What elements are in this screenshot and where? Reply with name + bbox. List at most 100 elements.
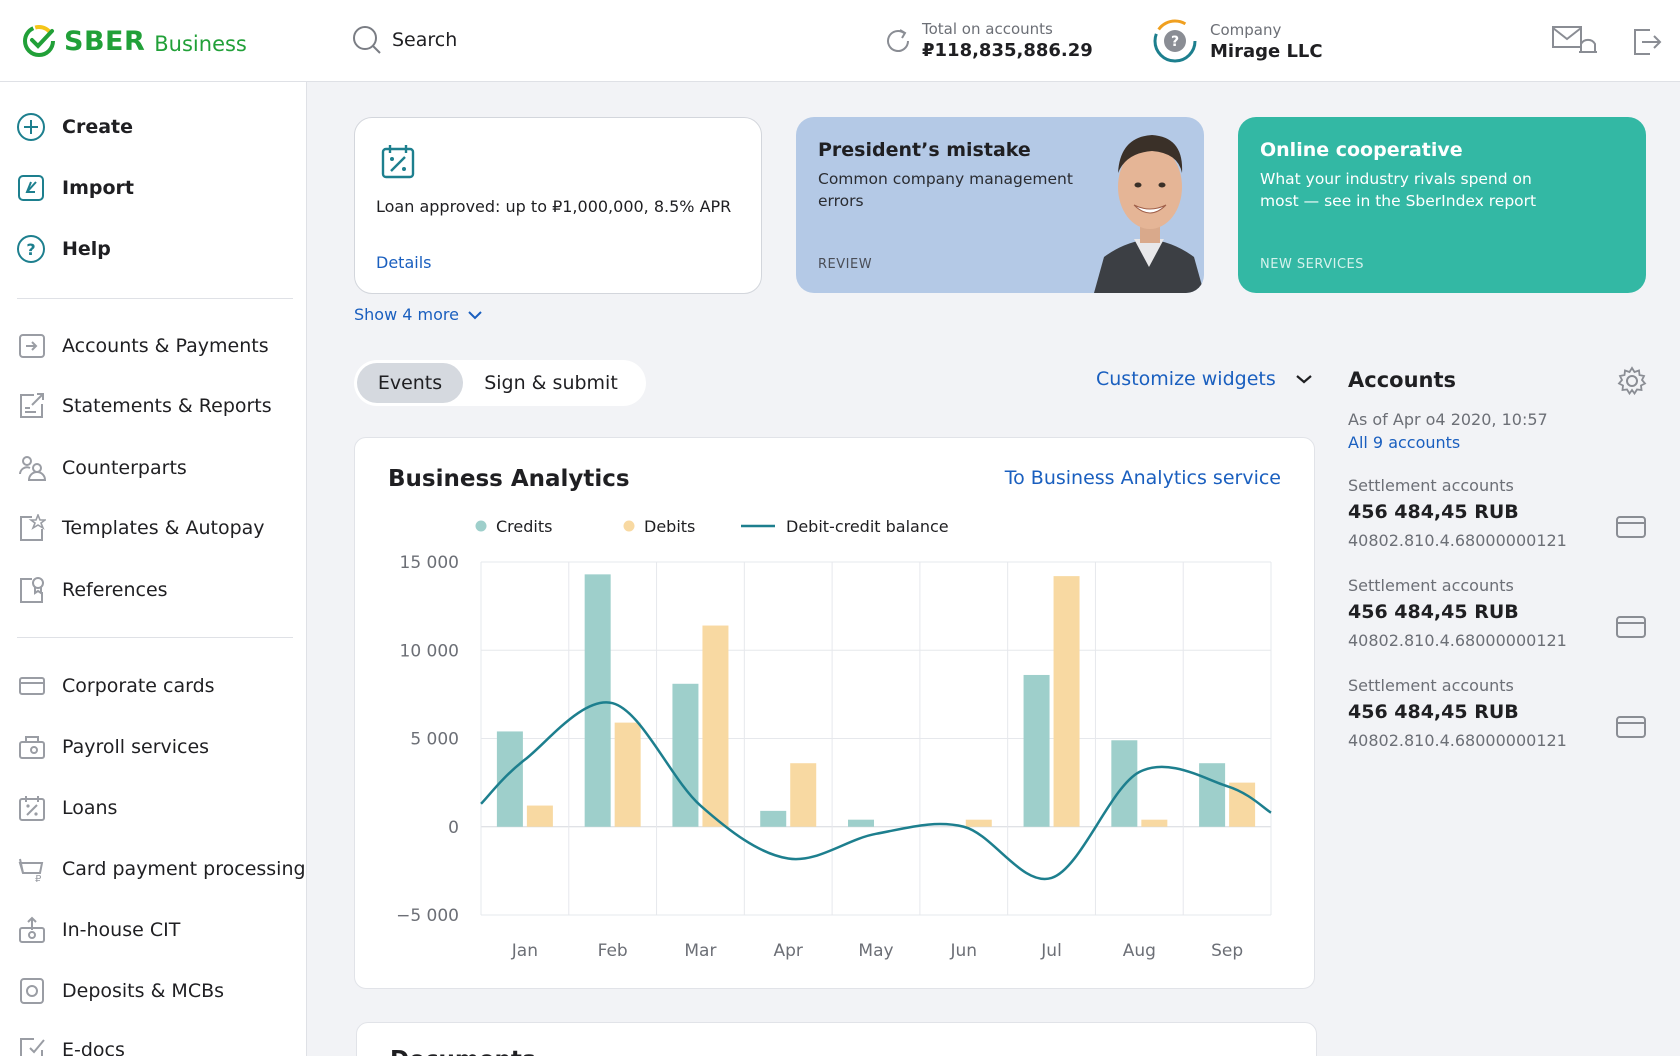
coop-subtitle: What your industry rivals spend on most … (1260, 170, 1537, 210)
review-tag: REVIEW (818, 257, 873, 272)
sidebar-item-label: In-house CIT (62, 919, 181, 941)
payroll-icon (19, 736, 45, 759)
total-on-accounts: Total on accounts ₽118,835,886.29 (882, 20, 1093, 61)
review-promo-card[interactable]: President’s mistake Common company manag… (796, 117, 1204, 293)
help-icon: ? (17, 235, 45, 263)
sidebar-item-label: Payroll services (62, 736, 210, 758)
tab-sign-submit[interactable]: Sign & submit (484, 372, 618, 394)
show-more-link[interactable]: Show 4 more (354, 305, 482, 324)
coop-tag: NEW SERVICES (1260, 257, 1364, 272)
x-tick-label: Apr (774, 941, 803, 961)
card-icon[interactable] (1616, 516, 1646, 538)
debits-bar (790, 763, 817, 827)
sidebar-item-label: Templates & Autopay (62, 517, 265, 539)
card-icon[interactable] (1616, 616, 1646, 638)
legend-debits-marker (623, 520, 635, 532)
company-selector[interactable]: ? Company Mirage LLC (1152, 18, 1323, 64)
search-field[interactable]: Search (352, 25, 457, 55)
account-item[interactable]: Settlement accounts 456 484,45 RUB 40802… (1348, 476, 1648, 566)
loan-offer-card: Loan approved: up to ₽1,000,000, 8.5% AP… (354, 117, 762, 294)
debits-bar (965, 819, 992, 827)
sidebar-item-import[interactable]: Import (16, 173, 134, 203)
legend-credits-label: Credits (496, 517, 552, 536)
x-tick-label: Aug (1123, 941, 1156, 961)
customize-widgets-label: Customize widgets (1096, 368, 1276, 390)
search-label: Search (392, 29, 458, 51)
coop-title: Online cooperative (1260, 139, 1463, 161)
sidebar-item-card-processing[interactable]: ₽ Card payment processing (18, 855, 306, 883)
loan-details-link[interactable]: Details (376, 253, 432, 272)
sidebar-item-e-docs[interactable]: E-docs (18, 1036, 125, 1056)
account-item[interactable]: Settlement accounts 456 484,45 RUB 40802… (1348, 576, 1648, 666)
company-name: Mirage LLC (1210, 40, 1323, 62)
sidebar-item-label: Create (62, 116, 133, 138)
gear-icon[interactable] (1617, 366, 1647, 396)
search-icon (353, 26, 381, 54)
edocs-icon (20, 1038, 45, 1056)
company-avatar-icon: ? (1153, 19, 1197, 63)
sidebar-item-payroll[interactable]: Payroll services (18, 733, 209, 761)
customize-widgets-button[interactable]: Customize widgets (1096, 368, 1312, 390)
account-item[interactable]: Settlement accounts 456 484,45 RUB 40802… (1348, 676, 1648, 766)
credits-bar (1199, 763, 1226, 827)
legend-debits-label: Debits (644, 517, 695, 536)
account-number: 40802.810.4.68000000121 (1348, 731, 1567, 750)
sidebar-item-label: Help (62, 238, 111, 260)
account-type: Settlement accounts (1348, 476, 1514, 495)
account-type: Settlement accounts (1348, 676, 1514, 695)
sidebar-item-label: Accounts & Payments (62, 335, 269, 357)
refresh-icon[interactable] (882, 25, 914, 57)
tab-events[interactable]: Events (357, 363, 463, 403)
sidebar-item-statements-reports[interactable]: Statements & Reports (18, 392, 272, 420)
sber-logo[interactable]: SBER Business (22, 24, 247, 58)
sidebar-item-corporate-cards[interactable]: Corporate cards (18, 672, 215, 700)
accounts-title: Accounts (1348, 368, 1457, 392)
y-tick-label: 0 (448, 818, 459, 838)
sidebar-item-references[interactable]: References (18, 576, 168, 604)
legend-balance-label: Debit-credit balance (786, 517, 949, 536)
sidebar-divider (17, 298, 293, 299)
accounts-icon (19, 334, 45, 358)
sidebar-divider (17, 637, 293, 638)
y-tick-label: 5 000 (410, 730, 459, 750)
sidebar-item-create[interactable]: Create (16, 112, 133, 142)
sidebar-item-loans[interactable]: Loans (18, 794, 117, 822)
card-icon[interactable] (1616, 716, 1646, 738)
debits-bar (1141, 819, 1168, 827)
cit-icon (19, 916, 45, 943)
sidebar-item-templates-autopay[interactable]: Templates & Autopay (18, 514, 265, 542)
references-icon (20, 577, 44, 603)
counterparts-icon (19, 456, 46, 481)
credits-bar (672, 683, 699, 827)
x-tick-label: May (858, 941, 893, 961)
sidebar-item-label: Deposits & MCBs (62, 980, 225, 1002)
sidebar-item-help[interactable]: ? Help (16, 234, 111, 264)
credits-bar (496, 731, 523, 827)
deposits-icon (20, 978, 44, 1004)
x-tick-label: Jun (949, 941, 977, 961)
logo-sber-text: SBER (64, 25, 146, 57)
debits-bar (1053, 576, 1080, 827)
analytics-service-link[interactable]: To Business Analytics service (1004, 467, 1281, 489)
logout-icon[interactable] (1632, 27, 1664, 57)
chevron-down-icon (1296, 375, 1312, 384)
sidebar-item-label: E-docs (62, 1039, 125, 1056)
events-tabs: Events Sign & submit (354, 360, 646, 406)
all-accounts-link[interactable]: All 9 accounts (1348, 433, 1461, 452)
sidebar-item-deposits[interactable]: Deposits & MCBs (18, 977, 224, 1005)
sidebar-item-label: Corporate cards (62, 675, 215, 697)
x-tick-label: Feb (598, 941, 628, 961)
x-tick-label: Sep (1211, 941, 1243, 961)
sidebar-item-counterparts[interactable]: Counterparts (18, 454, 187, 482)
loan-offer-text: Loan approved: up to ₽1,000,000, 8.5% AP… (376, 197, 732, 216)
documents-title: Documents (390, 1047, 536, 1056)
x-tick-label: Mar (684, 941, 716, 961)
sidebar-item-in-house-cit[interactable]: In-house CIT (18, 916, 180, 944)
import-icon (18, 175, 44, 201)
notifications-icon[interactable] (1551, 24, 1597, 58)
svg-text:₽: ₽ (35, 874, 42, 883)
coop-promo-card[interactable]: Online cooperative What your industry ri… (1238, 117, 1646, 293)
credits-bar (584, 574, 611, 827)
sidebar-item-accounts-payments[interactable]: Accounts & Payments (18, 332, 269, 360)
sidebar-item-label: Import (62, 177, 134, 199)
